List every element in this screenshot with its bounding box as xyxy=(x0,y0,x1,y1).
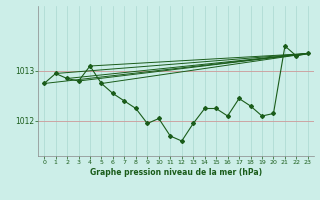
X-axis label: Graphe pression niveau de la mer (hPa): Graphe pression niveau de la mer (hPa) xyxy=(90,168,262,177)
